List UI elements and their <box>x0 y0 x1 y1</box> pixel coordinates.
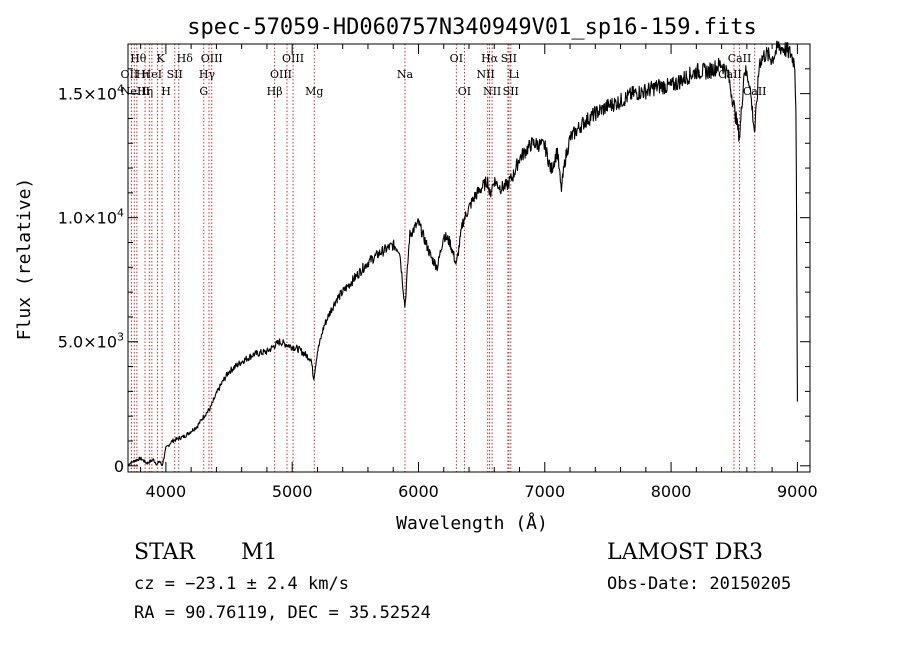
line-label-18: OI <box>450 52 463 65</box>
object-class: STAR <box>134 540 195 565</box>
line-label-7: H <box>161 85 171 98</box>
y-axis-label: Flux (relative) <box>14 178 35 341</box>
line-label-24: SII <box>501 52 517 65</box>
line-label-15: OIII <box>282 52 304 65</box>
line-label-10: G <box>199 85 208 98</box>
y-tick-label-2: 1.0×104 <box>58 207 124 228</box>
line-label-3: Hη <box>137 85 153 98</box>
line-label-13: Hβ <box>267 85 283 98</box>
line-label-2: Hι <box>136 68 150 81</box>
x-axis-label: Wavelength (Å) <box>396 512 548 534</box>
line-label-11: Hγ <box>199 68 216 81</box>
spectrum-line <box>127 40 798 467</box>
line-label-19: OI <box>458 85 471 98</box>
line-label-25: SII <box>503 85 519 98</box>
line-label-8: SII <box>167 68 183 81</box>
line-label-16: Mg <box>305 85 323 98</box>
line-label-17: Na <box>397 68 414 81</box>
survey-name: LAMOST DR3 <box>607 540 763 565</box>
observation-date: Obs-Date: 20150205 <box>607 574 792 594</box>
line-label-28: CaII <box>743 85 767 98</box>
x-axis: 4000 5000 6000 7000 8000 9000 <box>140 44 818 501</box>
y-axis: 0 5.0×103 1.0×104 1.5×104 <box>58 43 810 476</box>
line-label-4: NeIII <box>121 85 150 98</box>
line-label-12: OIII <box>201 52 223 65</box>
line-label-14: OIII <box>270 68 292 81</box>
line-label-23: Li <box>508 68 519 81</box>
line-label-9: Hδ <box>177 52 194 65</box>
object-subclass: M1 <box>241 540 278 565</box>
line-label-5: HeI <box>142 68 162 81</box>
sky-coordinates: RA = 90.76119, DEC = 35.52524 <box>134 603 431 623</box>
chart-title: spec-57059-HD060757N340949V01_sp16-159.f… <box>187 15 757 40</box>
x-tick-label-1: 5000 <box>272 482 313 501</box>
plot-frame <box>127 43 811 473</box>
line-label-26: CaII <box>718 68 742 81</box>
y-tick-label-1: 5.0×103 <box>58 331 124 352</box>
line-label-6: K <box>156 52 165 65</box>
redshift-velocity: cz = −23.1 ± 2.4 km/s <box>134 574 349 594</box>
x-tick-label-0: 4000 <box>146 482 187 501</box>
line-label-21: Hα <box>481 52 499 65</box>
line-label-27: CaII <box>728 52 752 65</box>
line-label-1: Hθ <box>130 52 147 65</box>
x-tick-label-5: 9000 <box>777 482 818 501</box>
x-tick-label-3: 7000 <box>524 482 565 501</box>
y-tick-label-0: 0 <box>114 457 124 476</box>
line-label-0: OII <box>121 68 139 81</box>
line-label-20: NII <box>477 68 495 81</box>
line-label-22: NII <box>483 85 501 98</box>
x-tick-label-4: 8000 <box>651 482 692 501</box>
y-tick-label-3: 1.5×104 <box>58 83 124 104</box>
emission-line-markers <box>130 44 756 472</box>
x-tick-label-2: 6000 <box>398 482 439 501</box>
